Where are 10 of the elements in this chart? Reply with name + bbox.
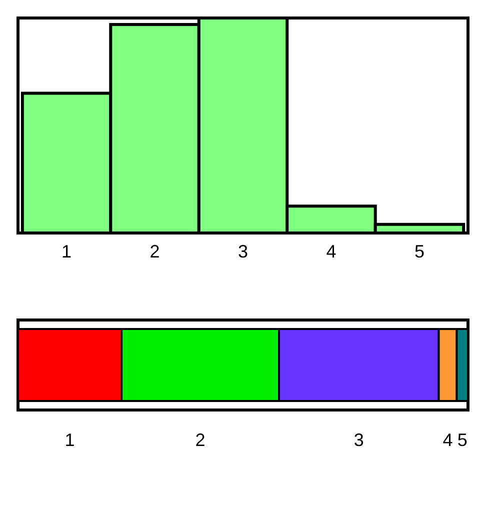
x-tick-label: 5 — [414, 242, 424, 262]
series-label: 2 — [195, 430, 206, 450]
x-tick-label: 4 — [326, 242, 336, 262]
series-label: 1 — [64, 430, 75, 450]
series-label: 3 — [354, 430, 364, 450]
x-tick-label: 2 — [150, 242, 160, 262]
series-label: 5 — [457, 430, 468, 450]
x-tick-label: 1 — [62, 242, 72, 262]
series-label: 4 — [442, 430, 453, 450]
x-tick-label: 3 — [238, 242, 248, 262]
